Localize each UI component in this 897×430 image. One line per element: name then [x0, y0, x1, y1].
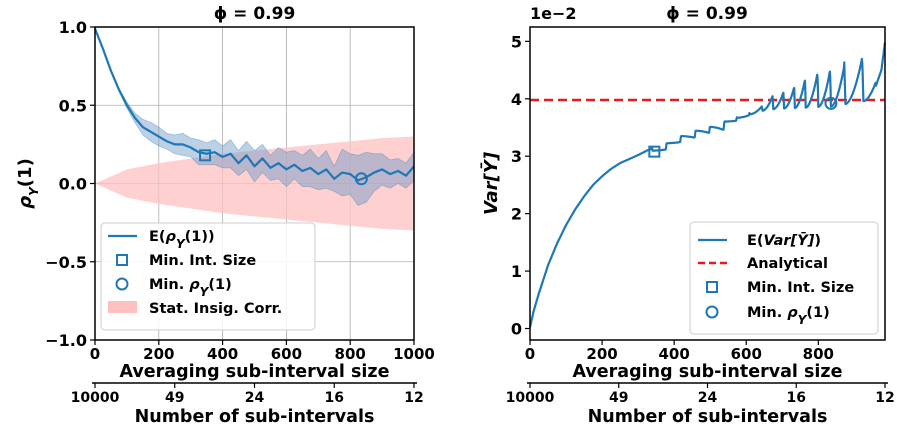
y-tick-label: 2 — [511, 205, 522, 224]
secondary-x-tick-label: 10000 — [506, 390, 555, 406]
y-tick-label: 1.0 — [59, 18, 87, 37]
secondary-x-tick-label: 24 — [698, 390, 718, 406]
legend-label: Min. Int. Size — [149, 253, 256, 269]
secondary-x-tick-label: 12 — [875, 390, 894, 406]
legend-label: E(ρY(1)) — [149, 229, 215, 251]
y-tick-label: 3 — [511, 147, 522, 166]
legend-box — [689, 221, 879, 335]
y-axis-multiplier: 1e−2 — [530, 4, 577, 23]
secondary-x-tick-label: 24 — [245, 390, 265, 406]
mean-rho-line — [93, 28, 415, 182]
secondary-x-tick-label: 49 — [609, 390, 628, 406]
y-axis-title: ρY(1) — [15, 158, 41, 209]
chart-title: ϕ = 0.99 — [214, 4, 296, 24]
x-tick-label: 400 — [207, 345, 238, 363]
secondary-x-tick-label: 10000 — [71, 390, 120, 406]
y-tick-label: −0.5 — [45, 253, 87, 272]
x-tick-label: 400 — [659, 345, 690, 363]
secondary-x-tick-label: 49 — [165, 390, 184, 406]
x-tick-label: 600 — [271, 345, 302, 363]
secondary-x-tick-label: 12 — [404, 390, 423, 406]
x-tick-label: 0 — [90, 345, 100, 363]
legend-label: E(Var[Ȳ]) — [747, 231, 821, 249]
y-tick-label: 1 — [511, 262, 522, 281]
y-tick-label: −1.0 — [45, 331, 87, 350]
x-tick-label: 0 — [525, 345, 535, 363]
x-tick-label: 600 — [731, 345, 762, 363]
legend: E(Var[Ȳ]) Analytical Min. Int. Size Min. ρY… — [689, 221, 879, 335]
y-tick-label: 4 — [511, 90, 522, 109]
secondary-x-axis-title: Number of sub-intervals — [588, 407, 828, 427]
min-int-size-marker — [648, 145, 661, 158]
secondary-x-tick-label: 16 — [787, 390, 806, 406]
legend-label: Min. ρY(1) — [747, 305, 830, 327]
legend-square-swatch — [706, 281, 718, 293]
min-rho-marker — [354, 172, 368, 186]
x-axis-title: Averaging sub-interval size — [572, 362, 842, 382]
x-tick-label: 1000 — [393, 345, 435, 363]
legend-circle-swatch — [705, 305, 719, 319]
legend-circle-swatch — [115, 277, 129, 291]
right-plot-frame — [529, 26, 886, 341]
min-int-size-marker — [199, 149, 212, 162]
left-chart-panel: 0 200 400 600 800 1000 −1.0 −0.5 0.0 0.5 1.0 ϕ = 0.… — [15, 4, 435, 427]
x-tick-label: 800 — [335, 345, 366, 363]
y-tick-label: 0.5 — [59, 96, 87, 115]
legend-band-swatch — [108, 301, 137, 313]
mean-variance-line — [528, 42, 887, 328]
legend-label: Analytical — [747, 256, 828, 272]
legend-box — [100, 222, 316, 331]
x-axis-title: Averaging sub-interval size — [119, 362, 389, 382]
y-tick-label: 0.0 — [59, 175, 87, 194]
y-axis-title: Var[Ȳ] — [481, 151, 502, 215]
legend-label: Min. Int. Size — [747, 280, 854, 296]
secondary-x-tick-label: 16 — [325, 390, 344, 406]
y-tick-label: 0 — [511, 320, 522, 339]
legend-label: Min. ρY(1) — [149, 277, 232, 299]
stat-insig-corr-band — [95, 136, 414, 231]
legend-square-swatch — [116, 254, 128, 266]
x-tick-label: 200 — [586, 345, 617, 363]
legend-label: Stat. Insig. Corr. — [149, 301, 282, 317]
x-tick-label: 200 — [143, 345, 174, 363]
chart-title: ϕ = 0.99 — [666, 4, 748, 24]
x-tick-label: 800 — [803, 345, 834, 363]
min-rho-marker — [824, 96, 838, 110]
legend: E(ρY(1)) Min. Int. Size Min. ρY(1) Stat. In… — [100, 222, 316, 331]
secondary-x-axis-title: Number of sub-intervals — [135, 407, 375, 427]
y-tick-label: 5 — [511, 32, 522, 51]
